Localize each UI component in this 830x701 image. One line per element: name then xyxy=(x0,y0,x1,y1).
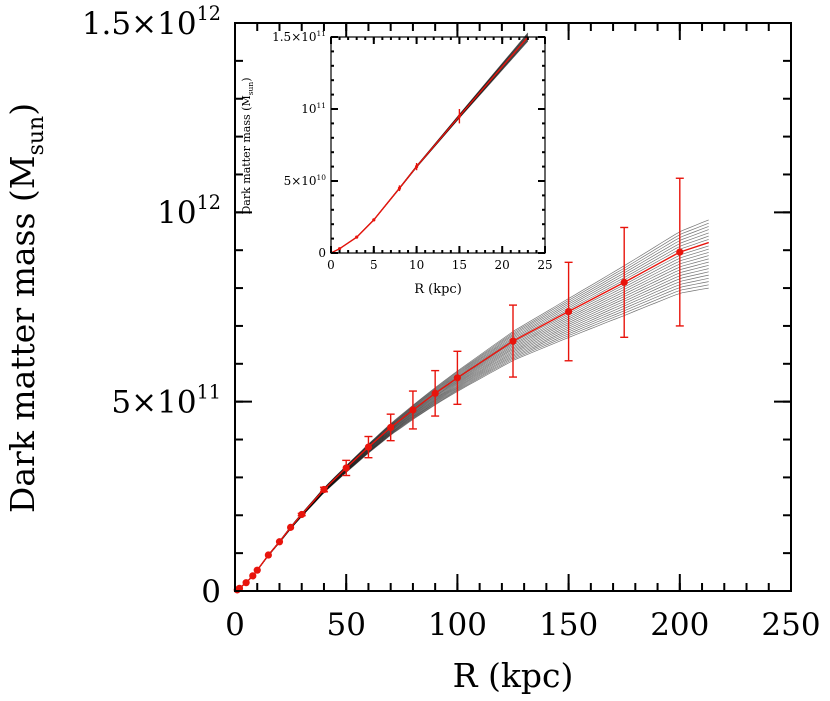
main-model-curve xyxy=(234,287,709,592)
main-data-point xyxy=(364,443,373,451)
main-model-curve xyxy=(234,235,709,592)
main-data-point xyxy=(565,307,573,316)
inset-data-point xyxy=(457,114,461,118)
main-data-point xyxy=(298,510,306,519)
main-data-point xyxy=(253,566,261,574)
main-model-curve xyxy=(234,264,709,592)
main-model-curve xyxy=(234,268,709,592)
main-data-point xyxy=(620,278,628,286)
main-y-axis-label: Dark matter mass (Msun) xyxy=(3,103,49,513)
main-data-point xyxy=(275,538,284,546)
main-model-curve xyxy=(234,271,709,592)
inset-data-point xyxy=(337,247,342,251)
main-data-point xyxy=(342,464,350,472)
main-model-curve xyxy=(234,255,709,592)
inset-x-axis-label: R (kpc) xyxy=(414,282,462,297)
main-x-tick-label: 150 xyxy=(539,607,598,643)
main-model-curve xyxy=(234,281,709,592)
main-model-curve xyxy=(234,252,709,592)
main-fit-path xyxy=(234,241,709,592)
main-data-point xyxy=(264,551,272,559)
inset-background xyxy=(331,37,545,253)
main-y-tick-label: 0 xyxy=(201,574,221,610)
main-model-curve xyxy=(234,219,709,592)
inset-x-tick-label: 25 xyxy=(537,258,552,272)
inset-x-tick-label: 5 xyxy=(370,258,378,272)
main-data-point xyxy=(409,406,417,414)
main-data-point xyxy=(387,423,395,432)
main-data-point xyxy=(287,523,295,531)
main-model-curve xyxy=(234,261,709,592)
main-x-axis-label: R (kpc) xyxy=(453,656,574,695)
inset-y-tick-label: 0 xyxy=(318,246,326,260)
main-x-tick-labels: 0 50 100 150 200 250 xyxy=(225,607,820,643)
main-data-point xyxy=(676,248,684,256)
main-y-tick-labels: 0 5×1011 1012 1.5×1012 xyxy=(82,2,221,610)
main-data-point xyxy=(431,389,439,397)
inset-x-tick-label: 20 xyxy=(495,258,510,272)
main-data-point xyxy=(249,572,257,580)
main-best-fit-line xyxy=(234,241,709,592)
inset-fit-path xyxy=(330,36,529,254)
main-x-tick-label: 50 xyxy=(326,607,365,643)
main-data-point xyxy=(320,485,328,494)
inset-data-point xyxy=(372,218,376,222)
inset-x-tick-label: 0 xyxy=(327,258,335,272)
inset-x-tick-label: 15 xyxy=(452,258,467,272)
main-data-point xyxy=(453,374,461,382)
inset-x-tick-label: 10 xyxy=(409,258,424,272)
inset-y-tick-label: 1.5×1011 xyxy=(272,29,326,44)
main-y-tick-label: 1012 xyxy=(157,191,221,231)
main-y-tick-label: 1.5×1012 xyxy=(82,2,221,42)
main-model-curve xyxy=(234,274,709,592)
inset-y-axis-label: Dark matter mass (Msun) xyxy=(240,77,255,214)
main-x-tick-label: 100 xyxy=(428,607,487,643)
main-model-curve xyxy=(234,239,709,592)
main-y-tick-label: 5×1011 xyxy=(111,381,221,421)
inset-x-tick-labels: 0 5 10 15 20 25 xyxy=(327,258,552,272)
inset-data-point xyxy=(355,235,359,239)
main-x-tick-label: 250 xyxy=(761,607,820,643)
main-model-curve xyxy=(234,222,709,592)
main-x-tick-label: 200 xyxy=(650,607,709,643)
main-model-curve xyxy=(234,232,709,592)
main-plot-frame xyxy=(234,22,792,592)
inset-data-point xyxy=(397,186,402,190)
main-model-curve xyxy=(234,258,709,592)
inset-y-tick-labels: 0 5×1010 1011 1.5×1011 xyxy=(272,29,326,260)
inset-data-points xyxy=(337,109,461,251)
inset-data-point xyxy=(415,165,419,169)
main-model-curve xyxy=(234,277,709,592)
inset-plot-frame xyxy=(330,36,546,254)
inset-best-fit-line xyxy=(330,36,529,254)
main-x-tick-label: 0 xyxy=(225,607,245,643)
main-model-curve xyxy=(234,229,709,592)
main-model-curve xyxy=(234,284,709,592)
main-data-point xyxy=(509,337,517,345)
main-model-curve xyxy=(234,226,709,592)
inset-y-tick-label: 5×1010 xyxy=(284,173,327,188)
inset-y-tick-label: 1011 xyxy=(301,101,326,116)
main-data-point xyxy=(242,579,250,587)
